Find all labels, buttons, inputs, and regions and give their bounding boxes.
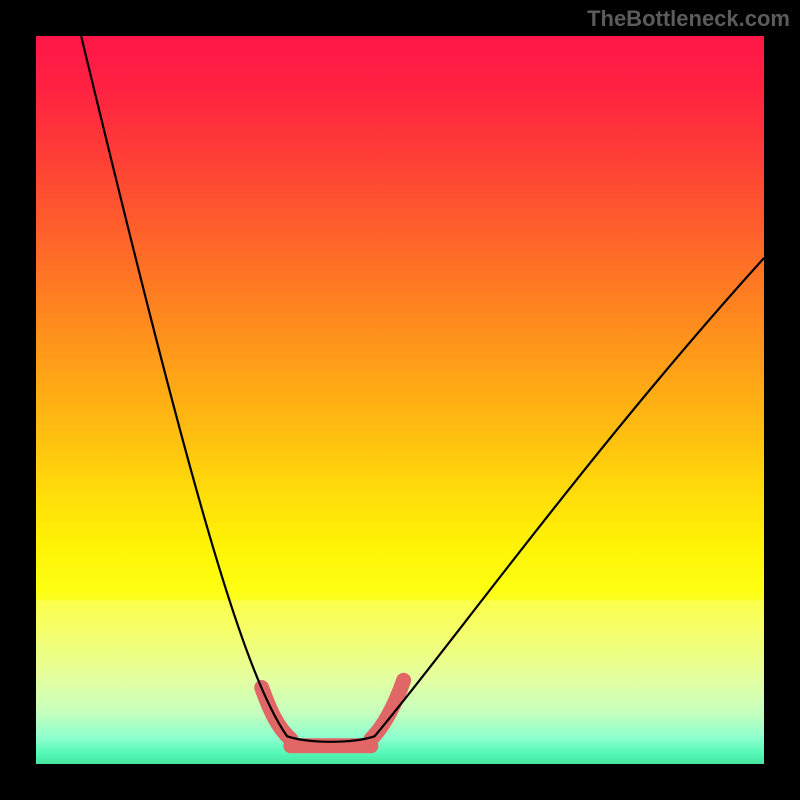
chart-canvas (0, 0, 800, 800)
watermark-text: TheBottleneck.com (587, 6, 790, 32)
